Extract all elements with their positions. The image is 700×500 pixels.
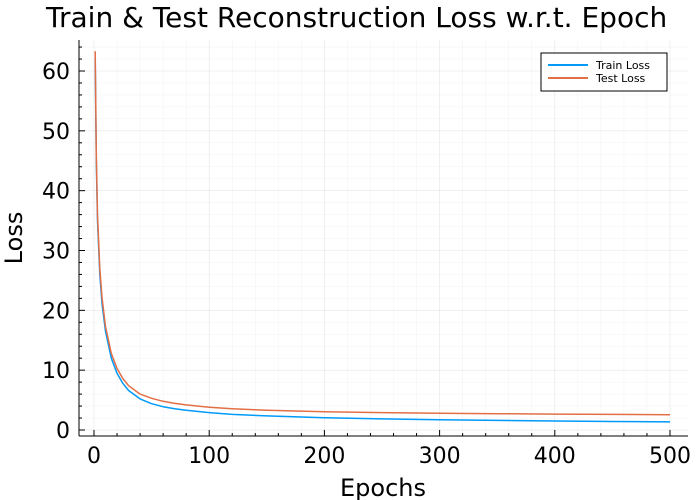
- y-axis-label: Loss: [0, 212, 28, 265]
- y-tick-label: 10: [42, 359, 70, 384]
- axes: [78, 40, 688, 437]
- legend-box: [540, 52, 668, 92]
- y-tick-label: 0: [56, 419, 70, 444]
- y-tick-label: 50: [42, 120, 70, 145]
- x-ticks: 0 100 200 300 400 500: [87, 430, 691, 469]
- minor-ticks: [79, 46, 648, 436]
- y-tick-label: 20: [42, 299, 70, 324]
- x-tick-label: 0: [87, 444, 101, 469]
- y-ticks: 0 10 20 30 40 50 60: [42, 60, 85, 444]
- grid: [79, 40, 688, 436]
- legend: Train Loss Test Loss: [540, 52, 668, 92]
- x-tick-label: 300: [419, 444, 461, 469]
- x-tick-label: 200: [303, 444, 345, 469]
- legend-label-train: Train Loss: [595, 59, 650, 72]
- legend-label-test: Test Loss: [595, 72, 646, 85]
- x-axis-label: Epochs: [340, 474, 426, 500]
- y-tick-label: 60: [42, 60, 70, 85]
- y-tick-label: 30: [42, 240, 70, 265]
- y-tick-label: 40: [42, 180, 70, 205]
- series-line-train: [94, 58, 671, 423]
- x-tick-label: 100: [188, 444, 230, 469]
- x-tick-label: 500: [649, 444, 691, 469]
- series-lines: [94, 51, 671, 423]
- x-tick-label: 400: [534, 444, 576, 469]
- series-line-test: [94, 51, 671, 416]
- chart-title: Train & Test Reconstruction Loss w.r.t. …: [45, 1, 667, 34]
